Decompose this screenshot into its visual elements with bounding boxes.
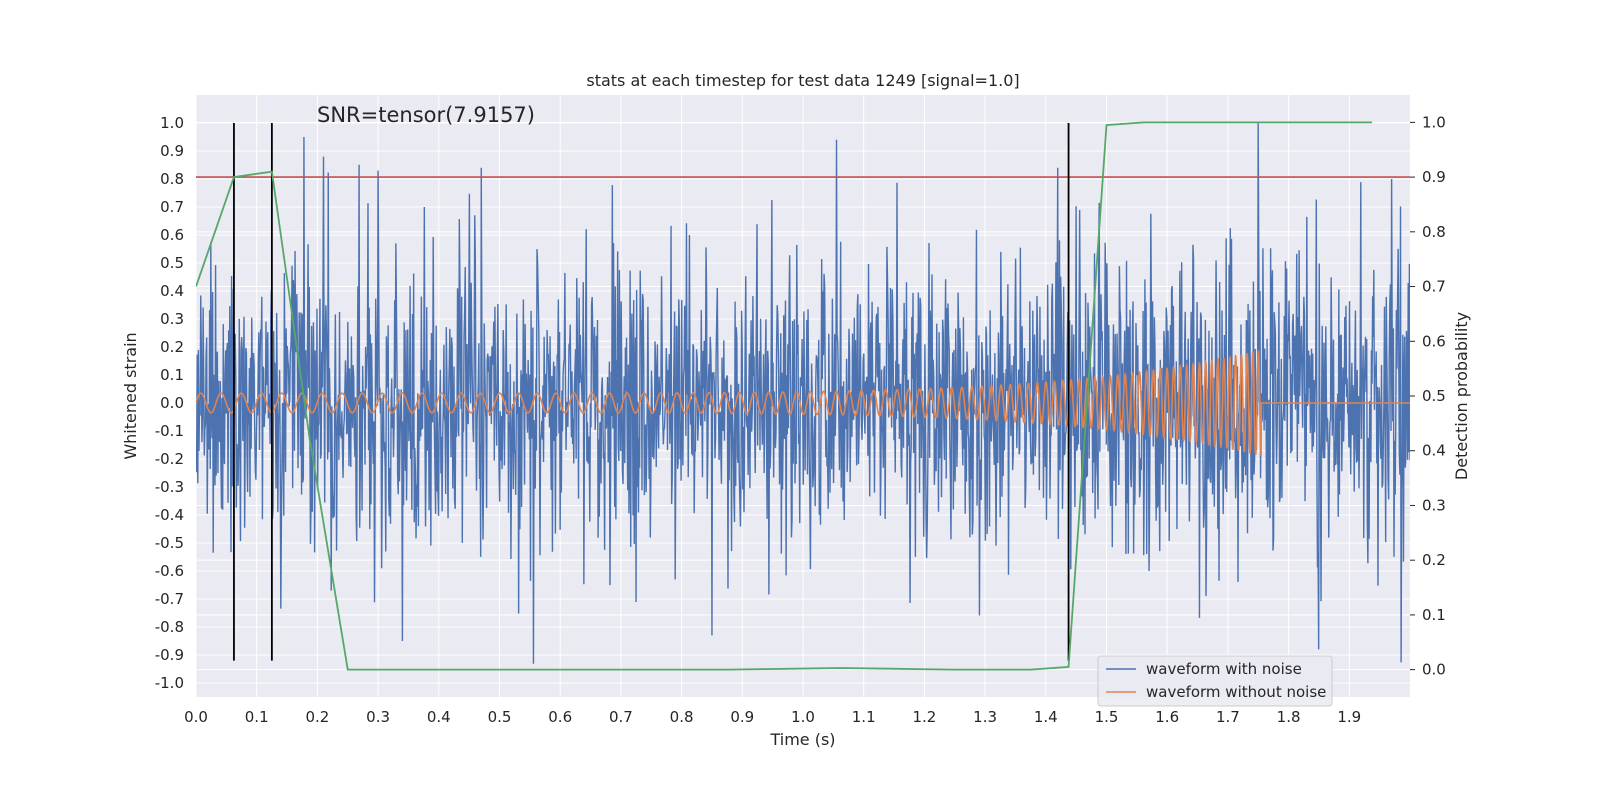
- x-tick-label: 0.8: [670, 708, 694, 726]
- y-left-tick-label: -0.9: [155, 646, 184, 664]
- waveform-with-noise-line: [196, 122, 1410, 664]
- y-left-tick-label: 0.9: [160, 142, 184, 160]
- x-tick-label: 0.4: [427, 708, 451, 726]
- y-left-tick-label: 0.2: [160, 338, 184, 356]
- y-right-tick-label: 0.8: [1422, 223, 1446, 241]
- y-right-tick-label: 0.2: [1422, 551, 1446, 569]
- y-left-tick-label: -0.2: [155, 450, 184, 468]
- x-tick-label: 0.2: [305, 708, 329, 726]
- y-right-tick-label: 0.3: [1422, 496, 1446, 514]
- chart-title: stats at each timestep for test data 124…: [586, 71, 1019, 90]
- x-tick-label: 0.3: [366, 708, 390, 726]
- x-tick-label: 1.8: [1277, 708, 1301, 726]
- y-right-tick-label: 0.9: [1422, 168, 1446, 186]
- x-tick-label: 1.5: [1095, 708, 1119, 726]
- x-tick-label: 1.9: [1337, 708, 1361, 726]
- legend: waveform with noise waveform without noi…: [1097, 655, 1333, 707]
- x-axis-ticks: 0.0 0.1 0.2 0.3 0.4 0.5 0.6 0.7 0.8 0.9 1.0 1.1 1.2 1…: [184, 708, 1361, 726]
- y-left-axis-ticks: 1.0 0.9 0.8 0.7 0.6 0.5 0.4 0.3 0.2 0.1 0.0 -0.1 -0.…: [155, 114, 184, 692]
- y-left-tick-label: -0.3: [155, 478, 184, 496]
- y-left-tick-label: 0.0: [160, 394, 184, 412]
- legend-box: [1097, 655, 1333, 707]
- x-tick-label: 0.7: [609, 708, 633, 726]
- legend-label-clean: waveform without noise: [1146, 683, 1326, 701]
- y-left-tick-label: 0.4: [160, 282, 184, 300]
- x-tick-label: 0.0: [184, 708, 208, 726]
- y-left-tick-label: 0.8: [160, 170, 184, 188]
- y-left-axis-label: Whitened strain: [121, 332, 140, 459]
- y-right-tick-label: 0.0: [1422, 661, 1446, 679]
- x-tick-label: 1.1: [852, 708, 876, 726]
- y-right-tick-label: 0.7: [1422, 278, 1446, 296]
- waveform-without-noise-series: [196, 350, 1410, 457]
- legend-label-noise: waveform with noise: [1146, 660, 1302, 678]
- x-tick-label: 1.7: [1216, 708, 1240, 726]
- x-tick-label: 0.9: [730, 708, 754, 726]
- y-right-tick-label: 1.0: [1422, 113, 1446, 131]
- x-tick-label: 0.6: [548, 708, 572, 726]
- y-right-tick-label: 0.5: [1422, 387, 1446, 405]
- x-axis-label: Time (s): [769, 730, 835, 749]
- x-tick-label: 1.6: [1155, 708, 1179, 726]
- y-left-tick-label: -0.1: [155, 422, 184, 440]
- x-tick-label: 0.1: [245, 708, 269, 726]
- y-left-tick-label: 0.5: [160, 254, 184, 272]
- y-left-tick-label: -0.4: [155, 506, 184, 524]
- waveform-without-noise-line: [196, 350, 1410, 457]
- waveform-with-noise-series: [196, 122, 1410, 664]
- x-tick-label: 1.2: [912, 708, 936, 726]
- snr-annotation: SNR=tensor(7.9157): [317, 103, 535, 127]
- y-left-tick-label: 1.0: [160, 114, 184, 132]
- x-tick-label: 0.5: [488, 708, 512, 726]
- y-left-tick-label: -0.8: [155, 618, 184, 636]
- y-left-tick-label: 0.3: [160, 310, 184, 328]
- y-left-tick-label: 0.1: [160, 366, 184, 384]
- y-left-tick-label: -1.0: [155, 674, 184, 692]
- y-left-tick-label: 0.6: [160, 226, 184, 244]
- y-left-tick-label: 0.7: [160, 198, 184, 216]
- x-tick-label: 1.3: [973, 708, 997, 726]
- y-right-axis-ticks: 1.0 0.9 0.8 0.7 0.6 0.5 0.4 0.3 0.2 0.1 0.0: [1410, 113, 1446, 679]
- y-right-axis-label: Detection probability: [1452, 312, 1471, 480]
- y-left-tick-label: -0.7: [155, 590, 184, 608]
- y-left-tick-label: -0.5: [155, 534, 184, 552]
- y-right-tick-label: 0.4: [1422, 442, 1446, 460]
- detection-probability-line: [196, 121, 1373, 671]
- x-tick-label: 1.4: [1034, 708, 1058, 726]
- detection-markers: [233, 123, 1070, 661]
- y-left-tick-label: -0.6: [155, 562, 184, 580]
- y-right-tick-label: 0.6: [1422, 332, 1446, 350]
- plot-area: [196, 121, 1410, 671]
- detection-probability-series: [196, 121, 1373, 671]
- x-tick-label: 1.0: [791, 708, 815, 726]
- y-right-tick-label: 0.1: [1422, 606, 1446, 624]
